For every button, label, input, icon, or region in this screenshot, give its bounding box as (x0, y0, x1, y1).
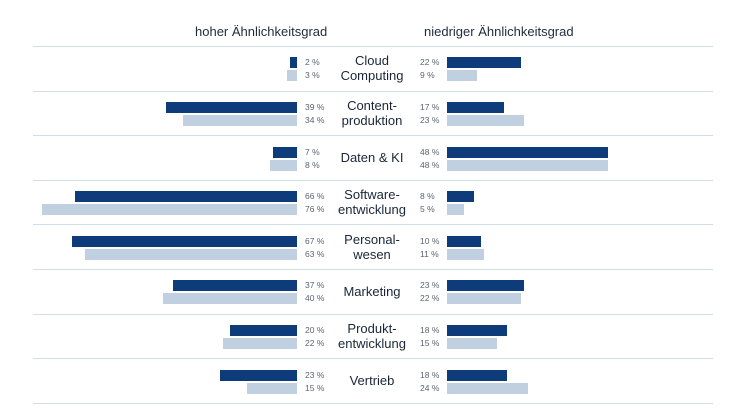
row-divider (33, 269, 713, 270)
right-panel-title: niedriger Ähnlichkeitsgrad (424, 24, 574, 39)
right-value-label: 48 % (420, 160, 440, 170)
left-panel-title: hoher Ähnlichkeitsgrad (195, 24, 328, 39)
right-value-label: 22 % (420, 293, 440, 303)
right-value-label: 5 % (420, 204, 435, 214)
category-label: Content- produktion (341, 98, 403, 128)
right-bar (447, 191, 474, 202)
row-divider (33, 180, 713, 181)
right-value-label: 24 % (420, 383, 440, 393)
left-bar (172, 280, 297, 291)
left-bar (246, 383, 297, 394)
row-divider (33, 224, 713, 225)
left-bar (75, 191, 297, 202)
left-bar (286, 70, 297, 81)
left-bar (162, 293, 297, 304)
left-value-label: 66 % (305, 191, 325, 201)
category-label: Produkt- entwicklung (338, 321, 406, 351)
left-value-label: 67 % (305, 236, 325, 246)
category-label: Personal- wesen (344, 232, 400, 262)
right-bar (447, 325, 508, 336)
left-value-label: 20 % (305, 325, 325, 335)
right-bar (447, 70, 478, 81)
category-label: Cloud Computing (340, 53, 404, 83)
right-bar (447, 147, 609, 158)
left-bar (270, 160, 297, 171)
right-value-label: 48 % (420, 147, 440, 157)
right-value-label: 22 % (420, 57, 440, 67)
left-value-label: 3 % (305, 70, 320, 80)
category-label: Vertrieb (349, 373, 395, 388)
left-value-label: 2 % (305, 57, 320, 67)
right-bar (447, 236, 481, 247)
left-bar (223, 338, 297, 349)
right-value-label: 9 % (420, 70, 435, 80)
row-divider (33, 91, 713, 92)
left-value-label: 22 % (305, 338, 325, 348)
left-value-label: 40 % (305, 293, 325, 303)
left-value-label: 63 % (305, 249, 325, 259)
right-value-label: 23 % (420, 280, 440, 290)
row-divider (33, 403, 713, 404)
row-divider (33, 135, 713, 136)
category-label: Marketing (343, 284, 401, 299)
right-bar (447, 115, 525, 126)
row-divider (33, 46, 713, 47)
left-bar (165, 102, 297, 113)
right-bar (447, 383, 528, 394)
right-value-label: 10 % (420, 236, 440, 246)
left-bar (229, 325, 297, 336)
right-bar (447, 249, 484, 260)
right-bar (447, 293, 521, 304)
right-bar (447, 160, 609, 171)
left-value-label: 39 % (305, 102, 325, 112)
left-bar (219, 370, 297, 381)
left-value-label: 37 % (305, 280, 325, 290)
left-value-label: 7 % (305, 147, 320, 157)
left-bar (41, 204, 297, 215)
right-bar (447, 57, 521, 68)
category-label: Software- entwicklung (338, 187, 406, 217)
left-value-label: 23 % (305, 370, 325, 380)
right-value-label: 11 % (420, 249, 439, 259)
right-value-label: 15 % (420, 338, 440, 348)
right-bar (447, 280, 525, 291)
row-divider (33, 314, 713, 315)
right-value-label: 23 % (420, 115, 440, 125)
right-bar (447, 338, 498, 349)
left-value-label: 8 % (305, 160, 320, 170)
right-value-label: 17 % (420, 102, 440, 112)
left-bar (71, 236, 297, 247)
right-bar (447, 204, 464, 215)
left-bar (182, 115, 297, 126)
right-bar (447, 102, 505, 113)
left-bar (290, 57, 297, 68)
right-value-label: 18 % (420, 370, 440, 380)
right-value-label: 18 % (420, 325, 440, 335)
left-bar (273, 147, 297, 158)
right-bar (447, 370, 508, 381)
left-bar (85, 249, 297, 260)
left-value-label: 15 % (305, 383, 325, 393)
row-divider (33, 358, 713, 359)
right-value-label: 8 % (420, 191, 435, 201)
left-value-label: 34 % (305, 115, 325, 125)
category-label: Daten & KI (340, 150, 404, 165)
left-value-label: 76 % (305, 204, 325, 214)
